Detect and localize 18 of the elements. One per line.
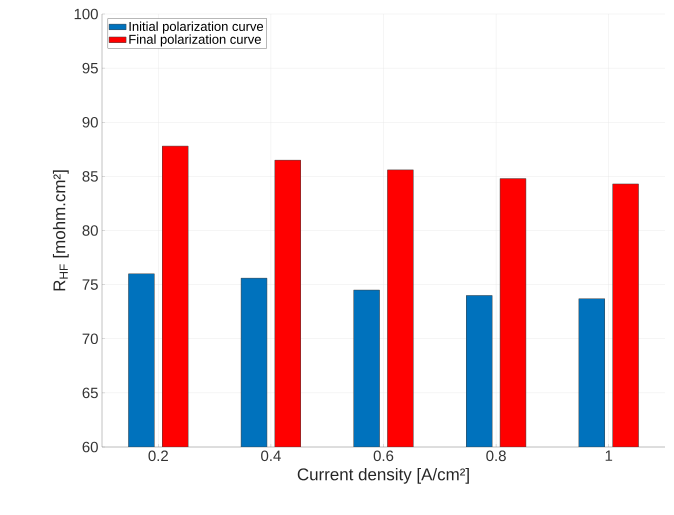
y-tick-label: 85 [82, 171, 98, 182]
x-tick-label: 0.6 [374, 450, 394, 462]
x-tick-label: 0.2 [148, 450, 168, 462]
legend-label: Final polarization curve [129, 34, 261, 46]
legend-label: Initial polarization curve [130, 22, 264, 34]
y-tick-label: 75 [82, 279, 98, 290]
y-tick-label: 80 [82, 225, 98, 236]
x-tick-label: 1 [606, 450, 612, 461]
y-axis-title: R$_{HF}$ [mohm.cm²] [52, 170, 69, 290]
y-tick-label: 65 [82, 388, 98, 398]
y-tick-label: 100 [74, 8, 98, 20]
x-axis-title: Current density [A/cm²] [298, 468, 469, 484]
y-tick-label: 60 [82, 442, 98, 452]
x-tick-label: 0.8 [486, 450, 506, 462]
y-tick-label: 90 [82, 116, 98, 128]
y-tick-label: 70 [82, 333, 98, 344]
x-tick-label: 0.4 [261, 450, 281, 462]
y-tick-label: 95 [82, 62, 98, 74]
